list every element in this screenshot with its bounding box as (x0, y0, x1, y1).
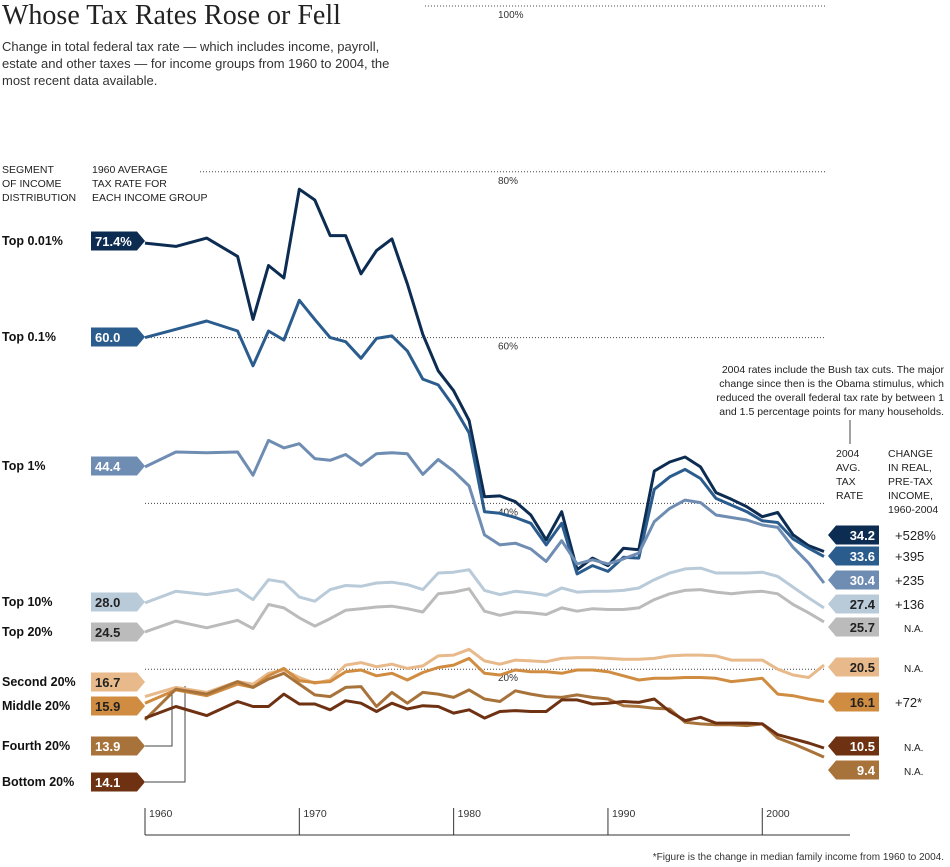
income-change-label: N.A. (904, 624, 923, 635)
income-change-label: +528% (895, 528, 936, 543)
x-tick-label: 1960 (149, 808, 173, 820)
end-rate-header: 2004 AVG. TAX RATE (836, 448, 864, 502)
series-line-3 (144, 566, 825, 610)
series-line-2 (144, 438, 826, 584)
end-rate-label: 34.2 (850, 528, 875, 543)
income-change-label: N.A. (904, 767, 923, 778)
y-gridline-label: 60% (498, 342, 518, 353)
x-tick-label: 1970 (303, 808, 327, 820)
start-rate-header: 1960 AVERAGE TAX RATE FOR EACH INCOME GR… (92, 164, 208, 204)
series-name-label: Bottom 20% (2, 775, 74, 789)
y-gridline-label: 100% (498, 10, 524, 21)
x-tick-label: 1990 (612, 808, 636, 820)
end-rate-label: 10.5 (850, 739, 875, 754)
series-name-label: Middle 20% (2, 699, 70, 713)
y-gridline-label: 40% (498, 507, 518, 518)
start-rate-label: 16.7 (95, 675, 120, 690)
start-rate-box (91, 736, 145, 756)
series-line-8 (144, 692, 825, 750)
start-rate-box (91, 592, 145, 612)
start-rate-label: 13.9 (95, 739, 120, 754)
series-name-label: Top 0.1% (2, 330, 56, 344)
end-rate-label: 33.6 (850, 549, 875, 564)
series-line-0 (144, 187, 825, 572)
change-header: CHANGE IN REAL, PRE-TAX INCOME, 1960-200… (888, 448, 939, 516)
start-rate-label: 44.4 (95, 459, 121, 474)
end-rate-box (828, 594, 879, 614)
end-rate-box (828, 736, 879, 756)
segment-header: SEGMENT OF INCOME DISTRIBUTION (2, 164, 77, 204)
end-rate-label: 27.4 (850, 597, 876, 612)
y-gridline-label: 80% (498, 176, 518, 187)
income-change-label: N.A. (904, 664, 923, 675)
end-rate-box (828, 760, 879, 780)
end-rate-label: 25.7 (850, 620, 875, 635)
chart-title: Whose Tax Rates Rose or Fell (2, 0, 341, 31)
income-change-label: N.A. (904, 743, 923, 754)
end-rate-label: 16.1 (850, 695, 875, 710)
y-gridline-label: 20% (498, 673, 518, 684)
start-rate-label: 24.5 (95, 625, 120, 640)
income-change-label: +395 (895, 549, 924, 564)
end-rate-box (828, 657, 879, 677)
series-name-label: Top 20% (2, 625, 52, 639)
start-rate-box (91, 622, 145, 642)
start-rate-label: 14.1 (95, 775, 120, 790)
income-change-label: +72* (895, 695, 922, 710)
series-name-label: Top 1% (2, 459, 46, 473)
series-line-4 (144, 587, 825, 634)
chart-subtitle: Change in total federal tax rate — which… (2, 39, 390, 88)
x-tick-label: 1980 (458, 808, 482, 820)
end-rate-label: 20.5 (850, 660, 875, 675)
series-line-7 (143, 671, 825, 759)
series-name-label: Top 0.01% (2, 234, 63, 248)
series-name-label: Top 10% (2, 595, 52, 609)
end-rate-box (828, 525, 879, 545)
series-line-5 (144, 647, 825, 699)
series-line-6 (144, 656, 825, 705)
start-rate-box (91, 327, 145, 347)
start-rate-label: 71.4% (95, 234, 132, 249)
end-rate-label: 30.4 (850, 573, 876, 588)
end-rate-label: 9.4 (857, 763, 876, 778)
end-rate-box (828, 617, 879, 637)
income-change-label: +235 (895, 573, 924, 588)
series-name-label: Second 20% (2, 675, 76, 689)
start-rate-box (91, 672, 145, 692)
series-line-1 (144, 298, 825, 576)
income-change-label: +136 (895, 597, 924, 612)
x-tick-label: 2000 (766, 808, 790, 820)
start-rate-box (91, 772, 145, 792)
start-rate-label: 15.9 (95, 699, 120, 714)
start-rate-box (91, 696, 145, 716)
end-rate-box (828, 546, 879, 566)
start-rate-box (91, 456, 145, 476)
footnote: *Figure is the change in median family i… (652, 852, 944, 863)
start-rate-label: 28.0 (95, 595, 120, 610)
start-rate-label: 60.0 (95, 330, 120, 345)
bush-tax-note: 2004 rates include the Bush tax cuts. Th… (716, 364, 944, 418)
start-rate-box (91, 231, 145, 251)
series-name-label: Fourth 20% (2, 739, 70, 753)
end-rate-box (828, 692, 879, 712)
end-rate-box (828, 570, 879, 590)
bottom-connector (145, 686, 186, 783)
